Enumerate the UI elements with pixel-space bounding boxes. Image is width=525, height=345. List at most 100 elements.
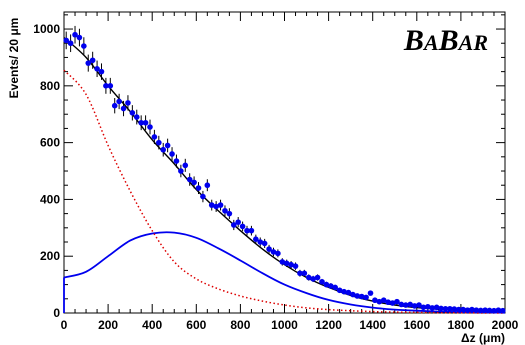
data-point	[385, 299, 391, 306]
data-point	[67, 40, 74, 47]
data-point	[464, 307, 471, 313]
background-curve	[63, 69, 505, 314]
y-tick-label: 0	[53, 306, 60, 320]
data-point	[266, 246, 272, 252]
data-point	[283, 260, 290, 267]
data-point	[469, 306, 475, 313]
data-point	[376, 298, 383, 305]
y-tick-label: 800	[40, 79, 60, 93]
data-point	[156, 139, 162, 146]
y-tick-label: 1000	[33, 22, 60, 36]
data-point	[133, 114, 140, 120]
data-point	[169, 151, 175, 157]
data-point	[239, 223, 246, 230]
data-point	[402, 302, 409, 308]
data-point	[442, 305, 449, 312]
data-point	[204, 182, 211, 189]
data-point	[76, 34, 83, 41]
data-point	[420, 304, 427, 311]
data-point	[416, 302, 422, 308]
y-tick-label: 600	[40, 136, 60, 150]
data-point	[85, 60, 92, 66]
data-point	[314, 274, 321, 281]
data-point	[398, 301, 405, 308]
data-point	[94, 65, 100, 72]
data-point	[72, 31, 78, 38]
data-point	[244, 227, 250, 234]
x-tick-label: 200	[98, 318, 118, 332]
data-point	[341, 288, 347, 295]
data-point	[270, 249, 277, 255]
data-point	[160, 146, 167, 153]
data-point	[394, 298, 400, 305]
data-point	[230, 222, 237, 228]
data-point	[63, 37, 70, 44]
data-point	[116, 98, 122, 105]
y-axis-ticks: 0 200 400 600 800 1000	[33, 14, 505, 320]
data-point	[301, 270, 308, 277]
data-point	[292, 263, 299, 269]
data-point	[495, 307, 502, 313]
signal-curve	[63, 231, 506, 314]
data-point	[411, 303, 418, 309]
x-tick-label: 2000	[492, 318, 519, 332]
data-point	[213, 203, 219, 210]
data-point	[297, 270, 303, 277]
data-point	[275, 250, 281, 257]
y-tick-label: 200	[40, 249, 60, 263]
data-point	[305, 274, 312, 281]
logo-part-3: B	[438, 24, 459, 57]
x-tick-label: 1800	[448, 318, 475, 332]
data-point	[111, 102, 118, 109]
data-point	[447, 305, 453, 312]
data-point	[319, 278, 325, 285]
data-point	[89, 57, 96, 64]
data-point	[178, 168, 184, 174]
x-axis-label: Δz (μm)	[461, 331, 505, 345]
babar-logo: BABAR	[403, 24, 488, 57]
data-point	[257, 239, 264, 245]
data-point	[429, 305, 436, 311]
data-point	[222, 207, 228, 214]
data-point	[235, 219, 241, 225]
data-point	[460, 306, 466, 313]
data-point	[499, 307, 506, 314]
data-point	[363, 294, 369, 301]
data-point	[389, 300, 396, 306]
x-axis-ticks: 0 200 400 600 800 1000 1200 1400 1600 1800 2000	[61, 12, 519, 332]
logo-part-4: AR	[457, 30, 488, 55]
plot-frame	[63, 11, 506, 314]
data-point	[173, 158, 180, 164]
data-point	[328, 283, 334, 289]
data-point	[103, 83, 109, 89]
data-point	[164, 142, 171, 149]
data-point	[372, 297, 378, 304]
data-point	[455, 306, 462, 313]
plot-border	[63, 11, 506, 314]
x-tick-label: 1400	[359, 318, 386, 332]
data-point	[354, 293, 361, 299]
x-tick-label: 1600	[403, 318, 430, 332]
data-point	[120, 105, 127, 112]
data-point	[336, 287, 343, 294]
data-point	[208, 202, 215, 208]
x-tick-label: 0	[61, 318, 68, 332]
data-point	[191, 179, 197, 186]
logo-part-2: A	[422, 30, 439, 55]
data-point	[138, 119, 144, 126]
data-point	[186, 176, 193, 183]
data-point	[491, 307, 497, 314]
x-tick-label: 600	[186, 318, 206, 332]
data-point	[358, 293, 365, 300]
data-point	[147, 124, 153, 130]
y-tick-label: 400	[40, 192, 60, 206]
data-point	[473, 307, 480, 313]
data-point	[125, 100, 131, 106]
data-point	[380, 297, 387, 304]
data-point	[425, 303, 431, 310]
data-point	[310, 276, 316, 282]
data-points	[63, 25, 506, 314]
data-point	[200, 193, 206, 200]
x-tick-label: 1000	[271, 318, 298, 332]
